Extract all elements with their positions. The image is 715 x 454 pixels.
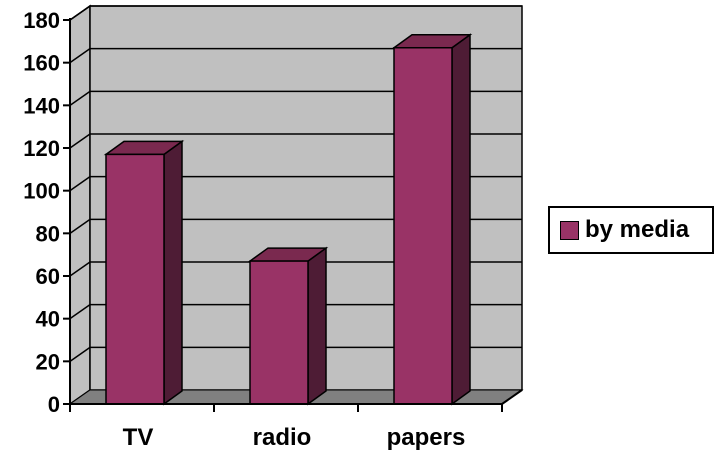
y-tick-label: 100 xyxy=(23,179,60,204)
legend-swatch xyxy=(560,220,579,240)
bar-TV xyxy=(103,139,185,406)
axes xyxy=(69,18,523,412)
gridline-side xyxy=(69,346,91,362)
gridline-side xyxy=(69,218,91,234)
legend: by media xyxy=(548,206,714,254)
y-tick-label: 0 xyxy=(48,392,60,417)
gridline-side xyxy=(69,90,91,106)
gridline-side xyxy=(69,5,91,21)
bar-side xyxy=(307,246,327,406)
bar-front xyxy=(393,46,453,405)
y-tick-label: 180 xyxy=(23,8,60,33)
bar-side xyxy=(451,33,471,406)
x-tick-label: TV xyxy=(123,424,154,451)
bar-papers xyxy=(391,33,473,406)
y-tick-label: 140 xyxy=(23,93,60,118)
gridline-side xyxy=(69,304,91,320)
gridline-side xyxy=(69,176,91,192)
y-axis-ticks: 0 20 40 60 80 100 120 140 160 180 xyxy=(23,8,70,417)
bar-front xyxy=(105,153,165,405)
bar-side xyxy=(163,139,183,406)
y-tick-label: 20 xyxy=(36,349,60,374)
y-tick-label: 60 xyxy=(36,264,60,289)
x-tick-label: radio xyxy=(253,424,312,451)
y-tick-label: 40 xyxy=(36,307,60,332)
gridline-side xyxy=(69,48,91,64)
bar-radio xyxy=(247,246,329,406)
legend-label: by media xyxy=(585,216,690,243)
gridline-side xyxy=(69,261,91,277)
side-wall xyxy=(69,4,91,406)
y-tick-label: 120 xyxy=(23,136,60,161)
y-tick-label: 80 xyxy=(36,221,60,246)
x-axis-depth-line xyxy=(501,389,523,405)
gridline-side xyxy=(69,133,91,149)
bars xyxy=(103,33,473,406)
bar-front xyxy=(249,260,309,405)
y-tick-label: 160 xyxy=(23,51,60,76)
x-axis-labels: TV radio papers xyxy=(123,424,466,451)
x-tick-label: papers xyxy=(387,424,466,451)
